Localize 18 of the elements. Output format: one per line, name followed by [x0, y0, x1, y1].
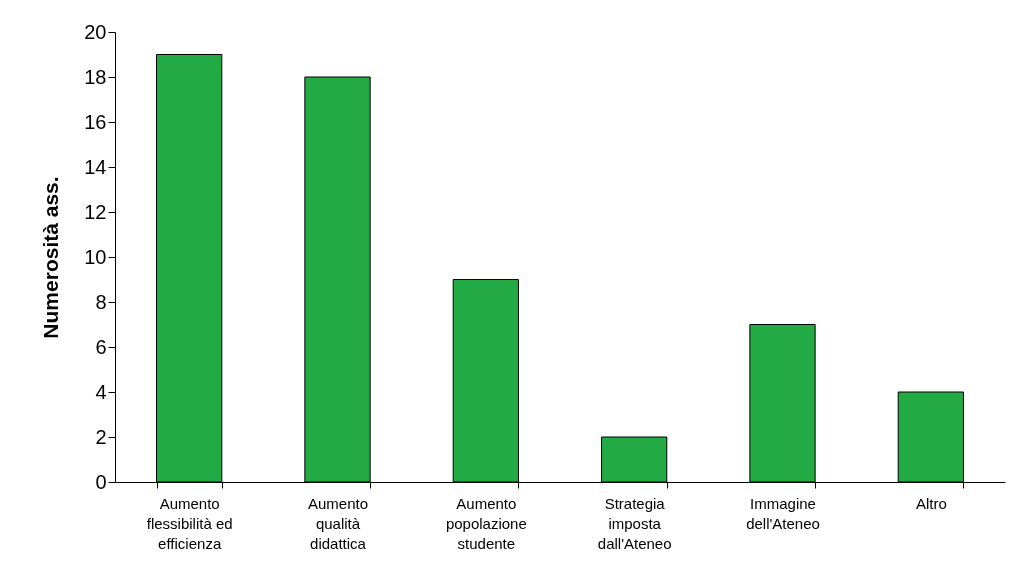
y-tick-label: 16 [84, 110, 107, 133]
y-tick-label: 0 [95, 470, 107, 493]
y-tick-label: 8 [95, 290, 107, 313]
x-tick-label: Aumento qualità didattica [307, 494, 369, 552]
x-tick-label: Altro [915, 494, 947, 512]
y-tick-label: 18 [84, 65, 107, 88]
y-tick-label: 2 [95, 425, 107, 448]
y-tick-label: 6 [95, 335, 107, 358]
y-tick-label: 4 [95, 380, 107, 403]
y-tick-label: 20 [84, 20, 107, 43]
y-tick-label: 14 [84, 155, 107, 178]
y-tick-label: 12 [84, 200, 107, 223]
x-tick-label: Aumento flessibilità ed efficienza [146, 494, 233, 552]
x-tick-label: Immagine dell'Ateneo [746, 494, 820, 532]
y-axis-title: Numerosità ass. [39, 176, 63, 339]
x-tick-label: Strategia imposta dall'Ateneo [597, 494, 672, 552]
y-tick-label: 10 [84, 245, 107, 268]
x-tick-label: Aumento popolazione studente [445, 494, 527, 552]
